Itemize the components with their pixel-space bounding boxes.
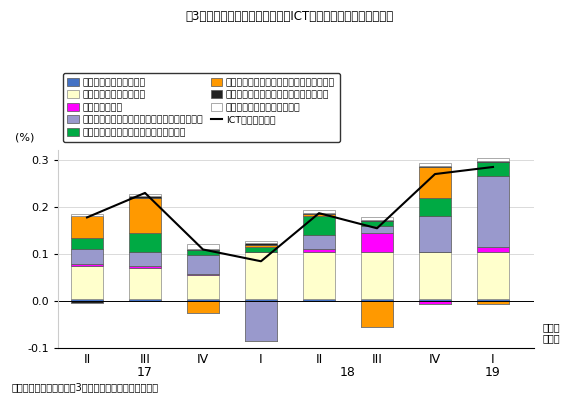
Bar [245,241,277,244]
Bar [361,220,393,221]
Bar [245,247,277,252]
Bar [245,299,277,301]
Bar [419,167,451,198]
Bar [71,214,103,217]
Text: （期）: （期） [542,322,560,332]
Bar [361,217,393,220]
Bar [129,233,161,252]
Bar [303,235,335,249]
Bar [129,198,161,233]
Text: 第3次産業活動指数総合に占めるICT関連サービス指数の寄与度: 第3次産業活動指数総合に占めるICT関連サービス指数の寄与度 [186,10,394,23]
Bar [187,244,219,249]
Bar [71,266,103,299]
Bar [477,162,509,176]
Bar [129,194,161,196]
Bar [129,268,161,299]
Text: （出所）経済産業省「第3次産業活動指数」より作成。: （出所）経済産業省「第3次産業活動指数」より作成。 [12,382,159,392]
Bar [477,252,509,299]
Bar [245,301,277,341]
Bar [187,301,219,313]
Bar [129,196,161,198]
Bar [303,299,335,301]
Bar [303,214,335,217]
Legend: 固定電気通信業・寄与度, 移動電気通信業・寄与度, 放送業・寄与度, 情報サービス業（除くゲームソフト）・寄与度, インターネット附随サービス業・寄与度, コン: 固定電気通信業・寄与度, 移動電気通信業・寄与度, 放送業・寄与度, 情報サービ… [63,73,340,142]
Bar [303,252,335,299]
Bar [187,249,219,250]
Bar [477,299,509,301]
Bar [71,217,103,238]
Bar [477,301,509,304]
Bar [71,264,103,266]
Bar [419,163,451,166]
Bar [187,250,219,255]
Bar [71,249,103,264]
Bar [361,299,393,301]
Bar [477,247,509,252]
Bar [71,299,103,301]
Bar [129,252,161,266]
Bar [303,210,335,213]
Bar [477,176,509,247]
Bar [303,249,335,252]
Bar [187,299,219,301]
Bar [361,226,393,233]
Text: 18: 18 [340,366,356,379]
Bar [187,255,219,274]
Bar [71,238,103,249]
Bar [361,233,393,252]
Bar [419,198,451,217]
Bar [303,217,335,235]
Text: 17: 17 [137,366,153,379]
Bar [71,301,103,303]
Bar [477,158,509,161]
Bar [245,244,277,245]
Bar [419,301,451,304]
Bar [129,266,161,268]
Bar [187,274,219,275]
Bar [419,166,451,167]
Bar [187,275,219,299]
Bar [129,299,161,301]
Bar [361,252,393,299]
Bar [245,245,277,247]
Text: 19: 19 [485,366,501,379]
Bar [419,252,451,299]
Text: (%): (%) [15,133,35,143]
Bar [303,213,335,214]
Bar [419,299,451,301]
Bar [245,252,277,299]
Bar [419,217,451,252]
Bar [361,221,393,226]
Text: （年）: （年） [542,333,560,344]
Bar [477,161,509,162]
Bar [361,301,393,327]
